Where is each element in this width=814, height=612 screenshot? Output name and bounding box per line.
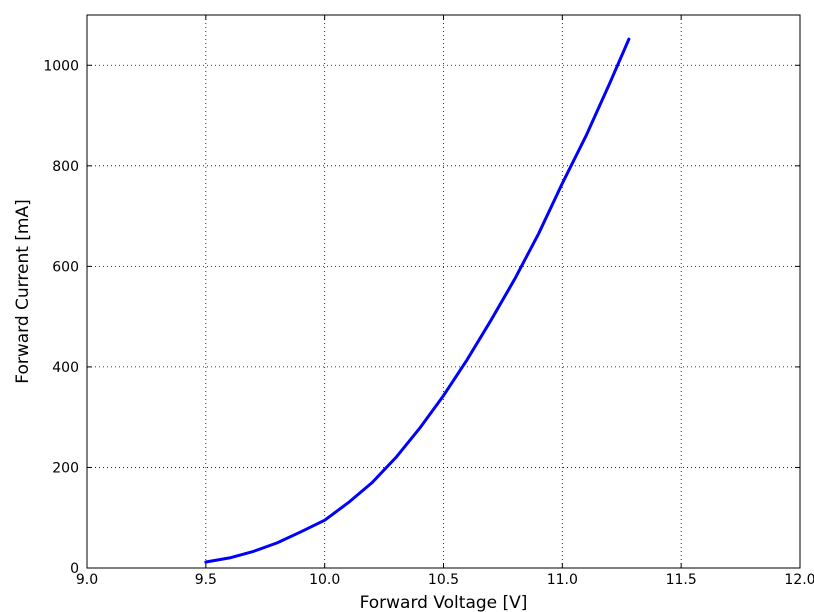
series-layer [204,37,631,564]
x-tick-labels: 9.0 9.5 10.0 10.5 11.0 11.5 12.0 [76,572,814,588]
tick-marks [86,15,801,569]
y-axis-label: Forward Current [mA] [13,199,33,383]
x-tick-label: 12.0 [784,572,814,588]
y-tick-label: 600 [52,259,79,275]
y-tick-label: 800 [52,159,79,175]
x-tick-label: 9.0 [76,572,98,588]
y-tick-label: 0 [70,561,79,577]
y-tick-label: 400 [52,360,79,376]
y-tick-label: 200 [52,460,79,476]
grid [86,15,801,569]
x-tick-label: 10.0 [309,572,340,588]
x-tick-label: 11.5 [666,572,697,588]
y-tick-label: 1000 [43,58,79,74]
x-tick-label: 11.0 [547,572,578,588]
x-tick-label: 10.5 [428,572,459,588]
y-tick-labels: 0 200 400 600 800 1000 [43,58,79,577]
series-line [204,37,631,564]
x-axis-label: Forward Voltage [V] [360,593,528,612]
x-tick-label: 9.5 [195,572,217,588]
